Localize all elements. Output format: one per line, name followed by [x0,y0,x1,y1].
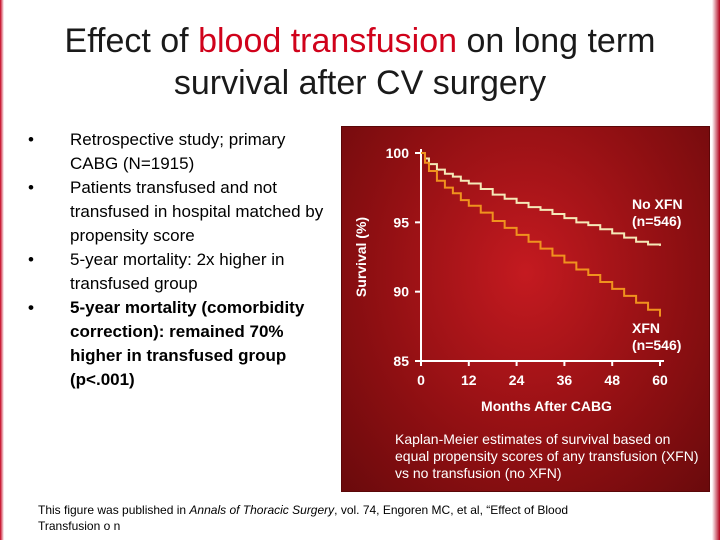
bullet-text: 5-year mortality (comorbidity correction… [70,298,305,389]
bullet-dot: • [28,130,34,149]
y-tick-label: 85 [393,353,409,369]
bullet-dot: • [28,298,34,317]
y-axis-label: Survival (%) [353,217,369,297]
series-label: (n=546) [632,213,681,229]
bullet-text: 5-year mortality: 2x higher in transfuse… [70,250,285,293]
bullet-list: • Retrospective study; primary CABG (N=19… [22,128,332,392]
bullet-text: Retrospective study; primary CABG (N=191… [70,130,286,173]
source-footer: This figure was published in Annals of T… [38,502,668,534]
series-label: XFN [632,320,660,336]
title-part-1: Effect of [64,22,199,60]
x-tick-label: 48 [604,372,620,388]
y-tick-label: 90 [393,284,409,300]
title-part-2: on long term survival after CV surgery [173,22,656,102]
footer-suffix: , vol. 74, Engoren MC, et al, “Effect of… [334,503,569,517]
series-label: (n=546) [632,337,681,353]
x-tick-label: 60 [652,372,668,388]
y-tick-label: 100 [386,145,410,161]
footer-journal: Annals of Thoracic Surgery [189,503,335,517]
footer-line-2: Transfusion o n [38,519,121,533]
survival-chart: 85 90 95 100 0 12 24 36 48 60 Months After CABG Sur… [353,145,683,414]
right-edge-accent [712,0,720,540]
title-highlight: blood transfusion [198,22,458,60]
x-axis-label: Months After CABG [481,398,612,414]
left-edge-accent [0,0,4,540]
bullet-item: • Retrospective study; primary CABG (N=19… [22,128,332,176]
x-tick-label: 0 [417,372,425,388]
y-tick-label: 95 [393,214,409,230]
series-line-no-xfn [421,152,661,246]
bullet-item: • 5-year mortality (comorbidity correctio… [22,296,332,392]
x-tick-label: 36 [557,372,573,388]
bullet-dot: • [28,178,34,197]
x-tick-label: 12 [461,372,477,388]
bullet-dot: • [28,250,34,269]
x-tick-label: 24 [509,372,525,388]
bullet-text: Patients transfused and not transfused i… [70,178,324,245]
footer-prefix: This figure was published in [38,503,190,517]
figure-caption: Kaplan-Meier estimates of survival based… [395,431,699,481]
bullet-item: • Patients transfused and not transfused … [22,176,332,248]
survival-figure: 85 90 95 100 0 12 24 36 48 60 Months After CABG Sur… [341,126,710,492]
series-label: No XFN [632,196,683,212]
slide-title: Effect of blood transfusion on long term… [40,20,680,104]
series-line-xfn [421,152,661,317]
bullet-item: • 5-year mortality: 2x higher in transfus… [22,248,332,296]
